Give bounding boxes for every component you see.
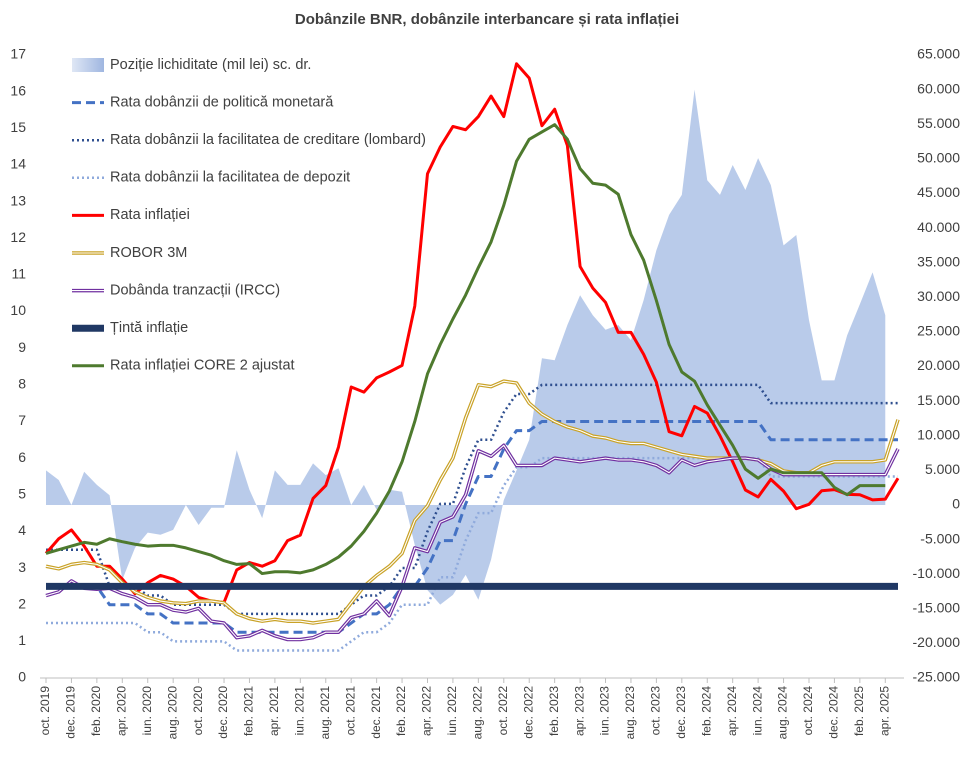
- x-tick-label: apr. 2020: [114, 686, 128, 736]
- y-tick-label: 1: [18, 632, 26, 648]
- line: [46, 383, 898, 616]
- y2-tick-label: -20.000: [913, 634, 961, 650]
- y-tick-label: 8: [18, 376, 26, 392]
- y-tick-label: 4: [18, 522, 26, 538]
- y-tick-label: 13: [10, 192, 26, 208]
- y2-tick-label: 35.000: [917, 253, 960, 269]
- x-tick-label: oct. 2019: [38, 686, 52, 736]
- legend-swatch: [72, 58, 104, 72]
- line-inner: [45, 444, 899, 641]
- x-tick-label: apr. 2025: [877, 686, 891, 736]
- line: [45, 123, 886, 576]
- x-tick-label: oct. 2021: [343, 686, 357, 736]
- x-tick-label: iun. 2022: [445, 686, 459, 736]
- x-tick-label: feb. 2023: [547, 686, 561, 736]
- x-tick-label: dec. 2021: [369, 686, 383, 739]
- x-tick-label: aug. 2021: [318, 686, 332, 740]
- x-tick-label: iun. 2023: [598, 686, 612, 736]
- x-tick-label: oct. 2022: [496, 686, 510, 736]
- legend-label: Rata dobânzii de politică monetară: [110, 94, 334, 110]
- x-tick-label: dec. 2022: [521, 686, 535, 739]
- x-tick-label: feb. 2020: [89, 686, 103, 736]
- legend-label: Dobânda tranzacții (IRCC): [110, 282, 280, 298]
- y-tick-label: 16: [10, 82, 26, 98]
- x-tick-label: apr. 2024: [725, 686, 739, 736]
- x-tick-label: iun. 2020: [140, 686, 154, 736]
- x-tick-label: iun. 2024: [750, 686, 764, 736]
- chart-title: Dobânzile BNR, dobânzile interbancare și…: [295, 11, 679, 28]
- y-tick-label: 9: [18, 339, 26, 355]
- x-tick-label: aug. 2024: [776, 686, 790, 740]
- y-tick-label: 5: [18, 485, 26, 501]
- legend-label: Țintă inflație: [110, 320, 188, 336]
- y-tick-label: 3: [18, 559, 26, 575]
- y-tick-label: 6: [18, 449, 26, 465]
- y2-tick-label: 60.000: [917, 80, 960, 96]
- legend-label: Poziție lichiditate (mil lei) sc. dr.: [110, 57, 311, 73]
- x-tick-label: feb. 2025: [852, 686, 866, 736]
- x-tick-label: oct. 2024: [801, 686, 815, 736]
- x-tick-label: iun. 2021: [293, 686, 307, 736]
- y-tick-label: 14: [10, 156, 26, 172]
- x-tick-label: dec. 2019: [64, 686, 78, 739]
- y2-tick-label: 20.000: [917, 357, 960, 373]
- x-tick-label: apr. 2022: [420, 686, 434, 736]
- y2-tick-label: 45.000: [917, 184, 960, 200]
- y2-tick-label: 30.000: [917, 288, 960, 304]
- y-tick-label: 15: [10, 119, 26, 135]
- y2-tick-label: 50.000: [917, 150, 960, 166]
- x-tick-label: aug. 2023: [623, 686, 637, 740]
- area: [46, 89, 886, 605]
- y2-tick-label: 5.000: [925, 461, 960, 477]
- y2-tick-label: -10.000: [913, 565, 961, 581]
- legend-label: Rata inflației: [110, 207, 190, 223]
- y2-tick-label: -5.000: [920, 530, 960, 546]
- x-tick-label: oct. 2020: [191, 686, 205, 736]
- x-tick-label: feb. 2021: [242, 686, 256, 736]
- x-tick-label: feb. 2024: [699, 686, 713, 736]
- x-tick-label: dec. 2023: [674, 686, 688, 739]
- line: [46, 419, 898, 634]
- y-tick-label: 11: [11, 266, 26, 282]
- legend-label: ROBOR 3M: [110, 245, 187, 261]
- y2-tick-label: 40.000: [917, 219, 960, 235]
- line: [46, 456, 898, 652]
- x-tick-label: aug. 2020: [165, 686, 179, 740]
- x-tick-label: dec. 2020: [216, 686, 230, 739]
- y-tick-label: 10: [10, 302, 26, 318]
- legend-label: Rata dobânzii la facilitatea de depozit: [110, 170, 350, 186]
- x-tick-label: apr. 2023: [572, 686, 586, 736]
- x-tick-label: feb. 2022: [394, 686, 408, 736]
- x-tick-label: oct. 2023: [649, 686, 663, 736]
- y-tick-label: 2: [18, 595, 26, 611]
- y-tick-label: 0: [18, 669, 26, 685]
- y-tick-label: 17: [10, 46, 26, 62]
- y2-tick-label: 15.000: [917, 392, 960, 408]
- legend-label: Rata inflației CORE 2 ajustat: [110, 358, 295, 374]
- legend-label: Rata dobânzii la facilitatea de creditar…: [110, 132, 426, 148]
- y2-tick-label: -25.000: [913, 669, 961, 685]
- y2-tick-label: 25.000: [917, 323, 960, 339]
- y-tick-label: 7: [18, 412, 26, 428]
- y2-tick-label: 65.000: [917, 46, 960, 62]
- y2-tick-label: 10.000: [917, 426, 960, 442]
- x-tick-label: apr. 2021: [267, 686, 281, 736]
- y2-tick-label: 0: [952, 496, 960, 512]
- x-tick-label: dec. 2024: [827, 686, 841, 739]
- y2-tick-label: -15.000: [913, 599, 961, 615]
- x-tick-label: aug. 2022: [471, 686, 485, 740]
- y2-tick-label: 55.000: [917, 115, 960, 131]
- y-tick-label: 12: [10, 229, 26, 245]
